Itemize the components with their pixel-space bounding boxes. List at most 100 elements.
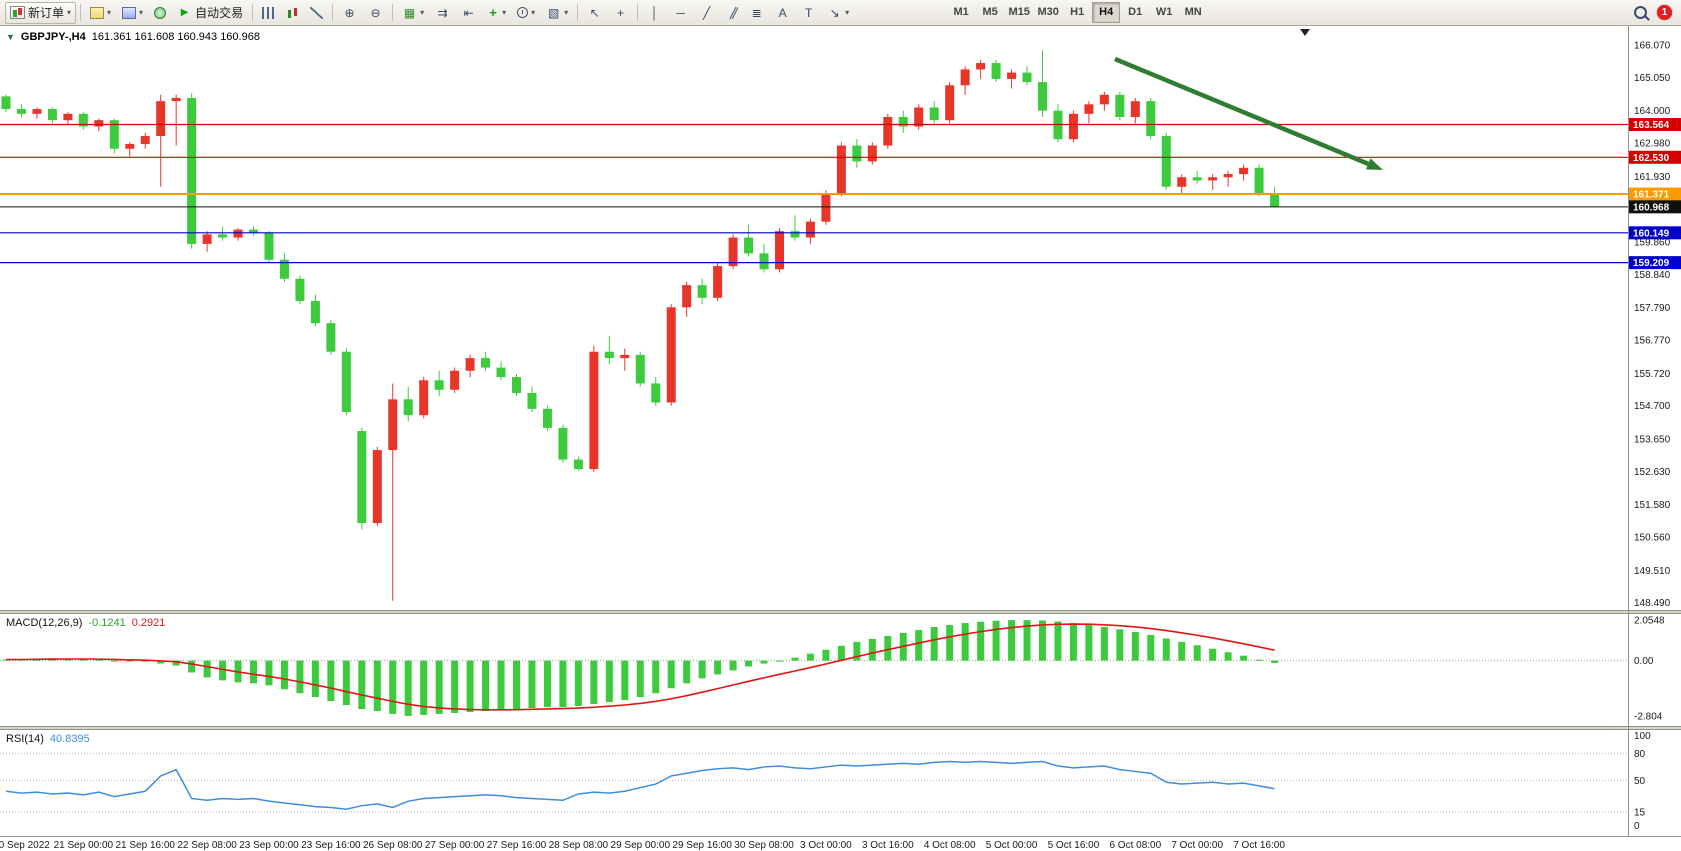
timeframe-w1-button[interactable]: W1 [1155,6,1173,18]
macd-bar [1193,645,1201,661]
price-axis-label: 157.790 [1634,303,1671,314]
macd-bar [482,660,490,711]
time-axis-label: 29 Sep 16:00 [672,840,732,851]
tile-windows-icon: ▦ [403,5,416,20]
candle-body [682,285,692,308]
panel-splitter[interactable] [0,610,1681,614]
macd-bar [1131,631,1139,661]
zoom-out-button[interactable]: ⊖ [363,2,388,24]
candle-body [481,358,491,368]
rsi-indicator-label: RSI(14) 40.8395 [6,733,90,745]
new-chart-button[interactable]: ▾ [85,2,116,24]
chart-shift-marker[interactable] [1300,29,1310,36]
horizontal-line-button[interactable]: ─ [668,2,693,24]
macd-bar [126,660,134,662]
toolbar-separator [392,4,394,21]
rsi-name: RSI(14) [6,733,44,745]
chart-candles-button[interactable] [281,2,304,24]
candle-body [78,113,88,127]
candle-body [713,266,723,298]
auto-scroll-icon: ⇉ [437,5,448,20]
macd-bar [203,660,211,678]
timeframe-m15-button[interactable]: M15 [1008,6,1030,18]
timeframe-d1-button[interactable]: D1 [1128,6,1143,18]
profiles-button[interactable]: ▾ [117,2,148,24]
macd-bar [992,620,1000,661]
timeframe-mn-button[interactable]: MN [1184,6,1202,18]
candle-body [883,117,893,146]
chevron-down-icon: ▾ [564,7,569,17]
price-tag [1629,226,1681,240]
rsi-axis-label: 100 [1634,731,1651,742]
chart-bars-button[interactable] [257,2,280,24]
timeframe-m5-button[interactable]: M5 [982,6,998,18]
rsi-axis-label: 80 [1634,749,1646,760]
text-button[interactable]: A [770,2,795,24]
price-axis-label: 149.510 [1634,566,1671,577]
macd-bar [868,638,876,661]
time-axis-label: 29 Sep 00:00 [611,840,671,851]
candle-body [1130,101,1140,118]
profiles-icon [122,6,137,19]
auto-scroll-button[interactable]: ⇉ [430,2,455,24]
candle-body [47,109,57,121]
new-order-button[interactable]: 新订单 ▾ [5,1,77,24]
candle-body [1270,194,1280,207]
cursor-button[interactable]: ↖ [582,2,607,24]
price-tag [1629,256,1681,270]
macd-bar [1147,634,1155,661]
new-chart-icon [90,6,105,19]
price-axis-label: 152.630 [1634,467,1671,478]
indicators-button[interactable]: + ▾ [482,2,511,24]
candle-body [573,459,583,470]
macd-bar [776,660,783,662]
price-axis-label: 153.650 [1634,434,1671,445]
candle-body [32,109,42,114]
timeframe-m1-button[interactable]: M1 [953,6,969,18]
panel-splitter[interactable] [0,726,1681,730]
period-button[interactable]: ▾ [512,2,540,24]
auto-trading-button[interactable]: ▶ 自动交易 [172,2,248,24]
data-window-button[interactable] [149,2,171,24]
candle-body [805,221,815,238]
trend-arrow-head[interactable] [1365,158,1383,170]
candle-body [1177,177,1187,187]
fibonacci-button[interactable]: ≣ [744,2,769,24]
tile-windows-button[interactable]: ▦ ▾ [397,2,429,24]
timeframe-m30-button[interactable]: M30 [1037,6,1059,18]
candle-body [759,253,769,270]
arrows-button[interactable]: ↘ ▾ [822,2,854,24]
candle-body [697,285,707,298]
notification-badge[interactable]: 1 [1657,5,1672,20]
label-button[interactable]: T [796,2,821,24]
price-tag-label: 162.530 [1633,153,1670,164]
timeframe-h4-button[interactable]: H4 [1092,2,1121,23]
trend-arrow[interactable] [1114,56,1370,166]
trendline-button[interactable]: ╱ [694,2,719,24]
macd-bar [667,660,675,689]
chart-line-button[interactable] [305,2,328,24]
candle-body [867,145,877,162]
vertical-line-button[interactable]: │ [642,2,667,24]
macd-bar [296,660,304,694]
timeframe-h1-button[interactable]: H1 [1070,6,1085,18]
macd-bar [977,621,985,661]
candle-body [372,450,382,524]
crosshair-button[interactable]: + [608,2,633,24]
macd-bar [621,660,629,701]
candle-body [218,234,228,238]
templates-button[interactable]: ▧ ▾ [541,2,573,24]
candle-body [1254,167,1264,194]
macd-bar [311,660,319,698]
macd-bar [219,660,227,681]
macd-bar [451,660,459,713]
search-icon[interactable] [1634,6,1647,19]
zoom-in-button[interactable]: ⊕ [337,2,362,24]
equidistant-channel-button[interactable]: ╱╱ [720,2,743,24]
candle-body [836,145,846,194]
candles [1,50,1280,601]
chart-shift-button[interactable]: ⇤ [456,2,481,24]
zoom-out-icon: ⊖ [370,5,381,20]
macd-bar [373,660,381,711]
